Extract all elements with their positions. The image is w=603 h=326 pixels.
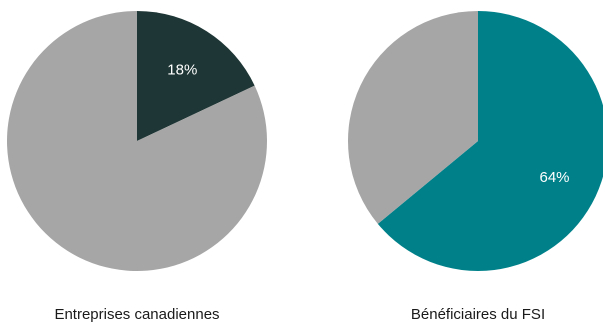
pie-slice-entreprises-1 <box>7 11 268 271</box>
pie-beneficiaires: 64% <box>347 11 603 271</box>
pie-charts: 18% 64% <box>7 11 603 271</box>
pie-data-label-entreprises: 18% <box>167 62 197 79</box>
pie-data-label-beneficiaires: 64% <box>539 169 569 186</box>
pie-slice-beneficiaires-0 <box>377 11 603 271</box>
pie-caption-beneficiaires: Bénéficiaires du FSI <box>410 306 546 323</box>
pie-slice-entreprises-0 <box>137 11 255 141</box>
pie-entreprises: 18% <box>7 11 268 271</box>
pie-caption-entreprises: Entreprises canadiennes <box>54 306 220 323</box>
pie-slice-beneficiaires-1 <box>347 11 478 224</box>
